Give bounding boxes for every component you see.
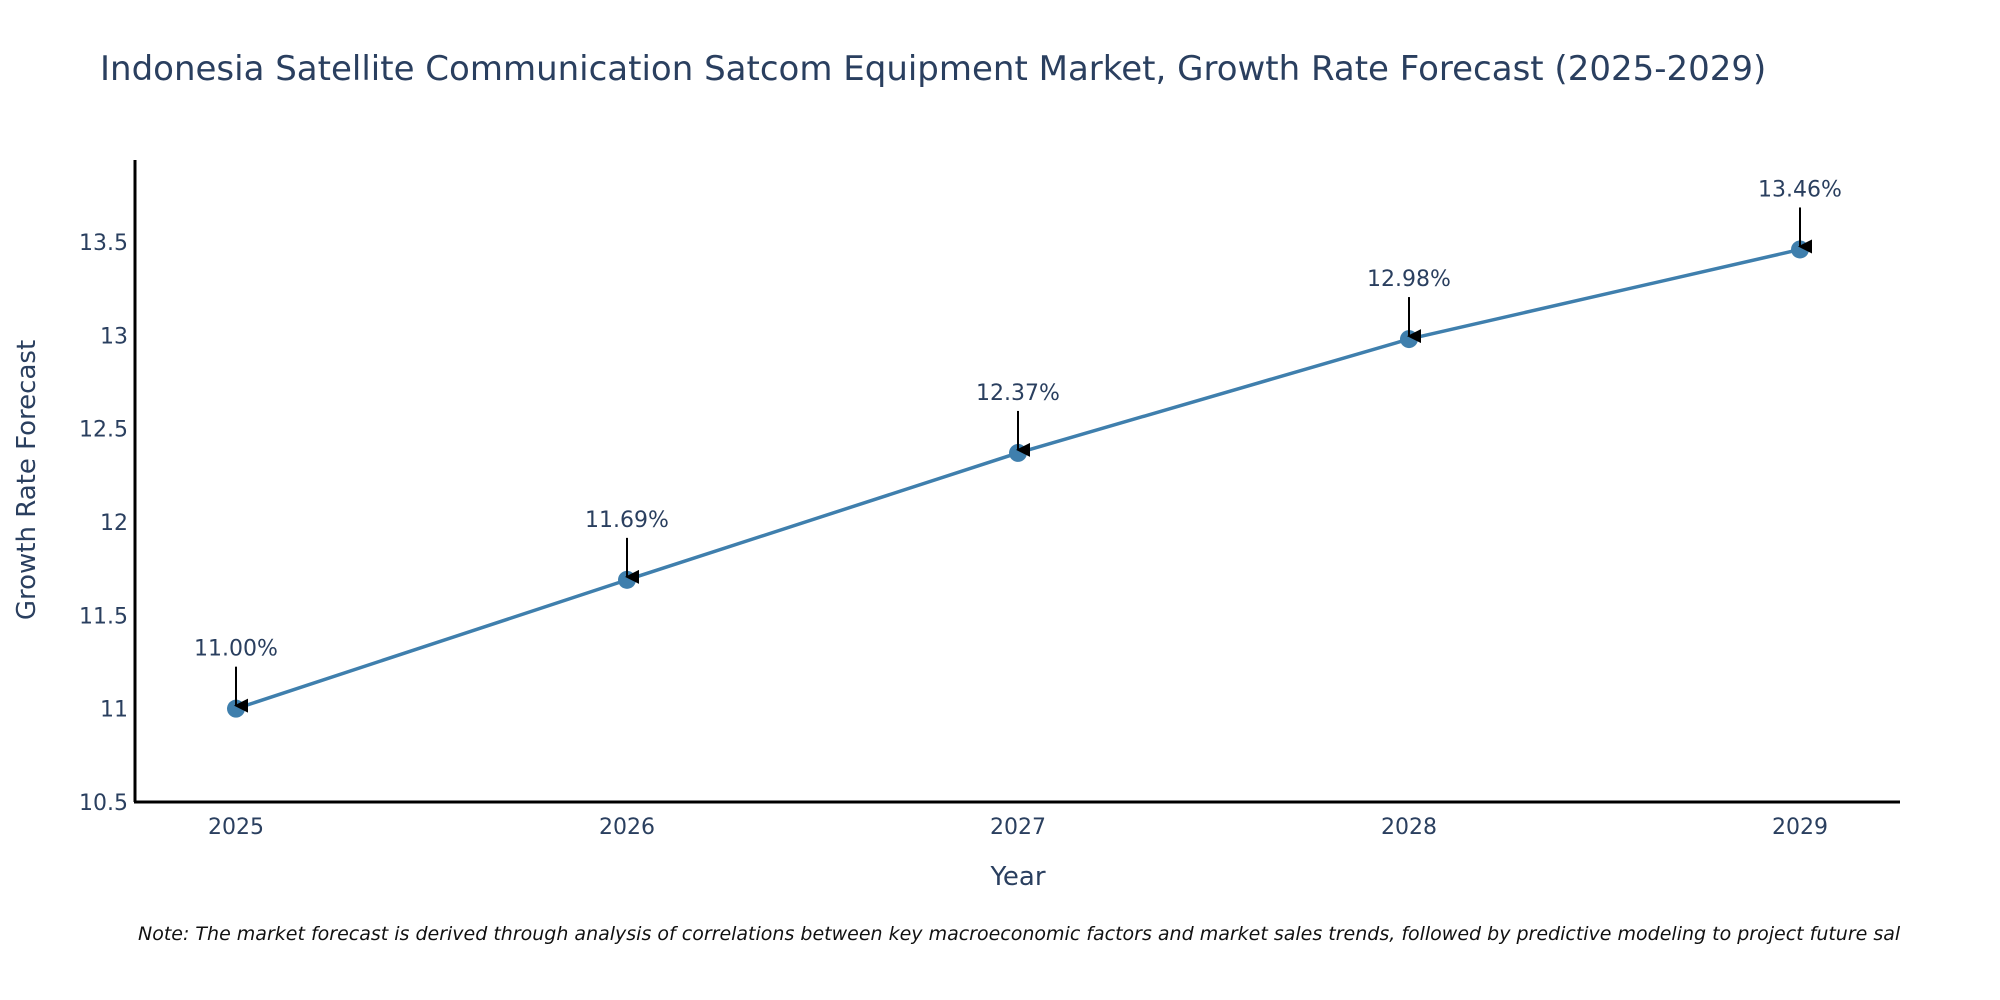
x-tick-label: 2025	[208, 815, 264, 840]
plot-area: 11.00% 11.69% 12.37% 12.98% 13.46%	[194, 177, 1842, 718]
y-tick-label: 12	[100, 511, 128, 536]
data-label: 12.98%	[1367, 267, 1451, 292]
series-line	[235, 247, 1801, 711]
y-tick-label: 12.5	[79, 418, 128, 443]
y-axis-title: Growth Rate Forecast	[12, 340, 42, 620]
y-ticks: 10.5 11 11.5 12 12.5 13 13.5	[79, 231, 128, 816]
y-tick-label: 11.5	[79, 604, 128, 629]
y-tick-label: 13	[100, 324, 128, 349]
y-tick-label: 10.5	[79, 791, 128, 816]
data-label: 11.00%	[194, 637, 278, 662]
data-label: 13.46%	[1758, 177, 1842, 202]
y-tick-label: 13.5	[79, 231, 128, 256]
data-label: 11.69%	[585, 508, 669, 533]
x-ticks: 2025 2026 2027 2028 2029	[208, 815, 1828, 840]
x-axis-title: Year	[989, 862, 1045, 892]
x-tick-label: 2029	[1772, 815, 1828, 840]
chart-title: Indonesia Satellite Communication Satcom…	[100, 49, 1766, 89]
footnote: Note: The market forecast is derived thr…	[138, 923, 1901, 945]
x-tick-label: 2028	[1381, 815, 1437, 840]
x-tick-label: 2026	[599, 815, 655, 840]
y-tick-label: 11	[100, 698, 128, 723]
data-label: 12.37%	[976, 381, 1060, 406]
x-tick-label: 2027	[990, 815, 1046, 840]
